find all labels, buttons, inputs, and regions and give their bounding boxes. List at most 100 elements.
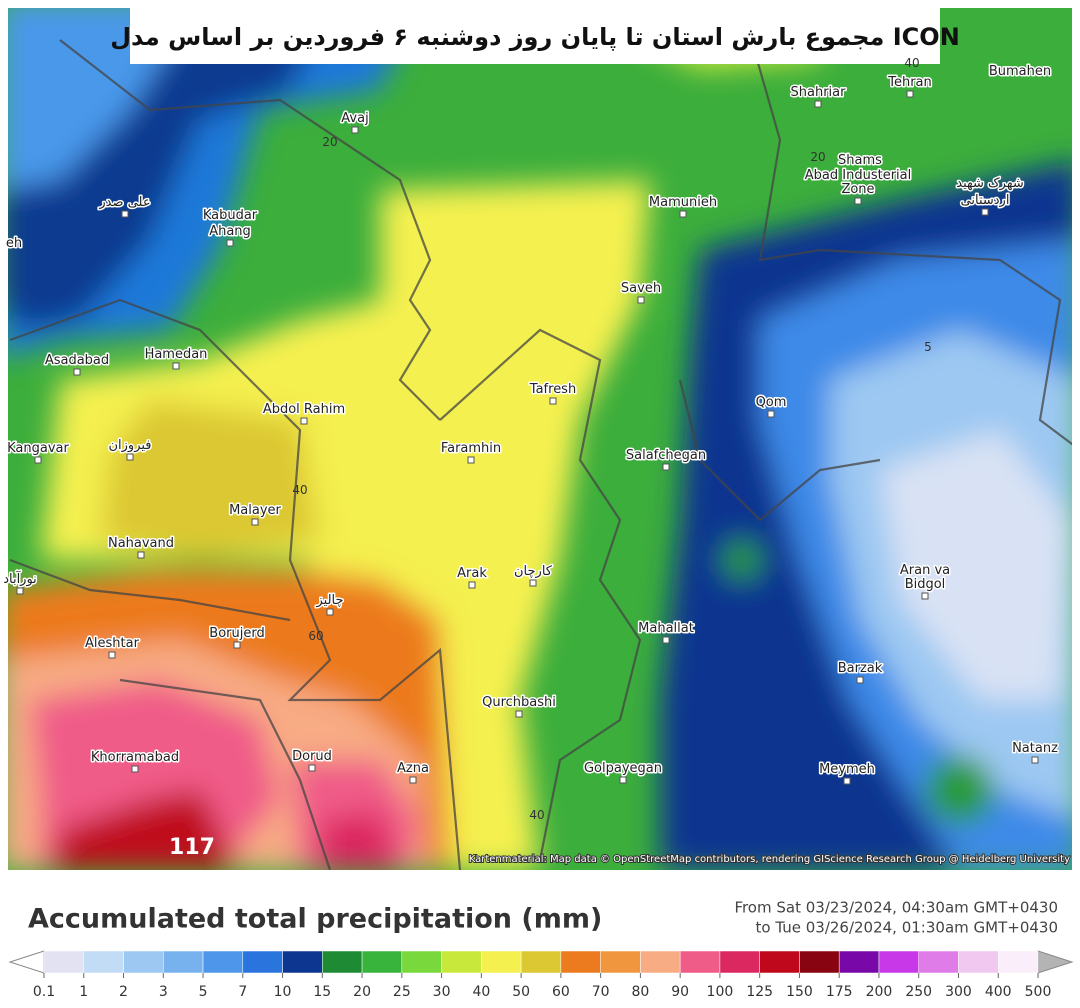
- legend-swatch: [202, 950, 244, 974]
- place-label: علی صدر: [98, 195, 150, 210]
- place-marker: [814, 100, 822, 108]
- place-label: Tehran: [887, 75, 932, 90]
- legend-tick-label: 5: [199, 984, 208, 1000]
- place-marker: [906, 90, 914, 98]
- legend-tick-label: 70: [592, 984, 610, 1000]
- place-label: نورآباد: [3, 570, 37, 587]
- legend-swatch: [123, 950, 164, 974]
- legend-tick-label: 30: [433, 984, 451, 1000]
- contour-label: 20: [810, 150, 825, 164]
- place-label: کارچان: [514, 564, 553, 579]
- legend-swatch: [322, 950, 363, 974]
- place-label: Saveh: [621, 281, 661, 296]
- place-label: Azna: [397, 761, 429, 776]
- place-marker: [619, 776, 627, 784]
- place-label: Shahriar: [791, 85, 847, 100]
- contour-label: 40: [292, 483, 307, 497]
- place-label: Mahallat: [638, 621, 694, 636]
- title-box: [130, 8, 940, 64]
- place-marker: [662, 463, 670, 471]
- legend-tick-label: 125: [746, 984, 773, 1000]
- legend-tick-label: 3: [159, 984, 168, 1000]
- place-label: اردستانی: [961, 193, 1010, 208]
- legend-tick-label: 400: [985, 984, 1012, 1000]
- legend-swatch: [401, 950, 442, 974]
- place-marker: [637, 296, 645, 304]
- place-label: Aleshtar: [85, 636, 140, 651]
- contour-label: 60: [308, 629, 323, 643]
- place-marker: [137, 551, 145, 559]
- legend-tick-label: 20: [353, 984, 371, 1000]
- place-marker: [172, 362, 180, 370]
- legend-swatch: [679, 950, 721, 974]
- map: [8, 8, 1072, 870]
- place-marker: [856, 676, 864, 684]
- place-label: Natanz: [1012, 741, 1058, 756]
- place-label: Qom: [756, 395, 787, 410]
- place-label: Asadabad: [45, 353, 109, 368]
- legend-tick-label: 2: [119, 984, 128, 1000]
- borders: [9, 8, 1072, 870]
- place-marker: [921, 592, 929, 600]
- legend-swatch: [43, 950, 85, 974]
- place-marker: [981, 208, 989, 216]
- attribution: Kartenmaterial: Map data © OpenStreetMap…: [469, 854, 1070, 865]
- legend-swatch: [878, 950, 919, 974]
- legend-swatch: [560, 950, 601, 974]
- place-label: Golpayegan: [584, 761, 662, 776]
- legend-swatch: [719, 950, 760, 974]
- place-marker: [251, 518, 259, 526]
- place-label: Mamunieh: [649, 195, 717, 210]
- place-label: Nahavand: [108, 536, 174, 551]
- place-marker: [121, 210, 129, 218]
- legend-tick-label: 100: [707, 984, 734, 1000]
- legend-swatch: [838, 950, 880, 974]
- place-marker: [300, 417, 308, 425]
- place-marker: [467, 456, 475, 464]
- place-marker: [131, 765, 139, 773]
- title: مجموع بارش استان تا پایان روز دوشنبه ۶ ف…: [110, 23, 960, 51]
- place-marker: [1031, 756, 1039, 764]
- place-label: Abad Industerial: [805, 168, 911, 183]
- place-marker: [233, 641, 241, 649]
- place-label: Faramhin: [441, 441, 501, 456]
- place-marker: [226, 239, 234, 247]
- legend-swatch: [759, 950, 800, 974]
- legend-swatch: [163, 950, 204, 974]
- legend-tick-label: 500: [1025, 984, 1052, 1000]
- legend-tick-label: 250: [905, 984, 932, 1000]
- legend-tick-label: 7: [238, 984, 247, 1000]
- place-label: Shams: [838, 153, 882, 168]
- place-label: Avaj: [341, 111, 368, 126]
- place-label: Qurchbashi: [482, 695, 556, 710]
- legend-tick-label: 0.1: [33, 984, 55, 1000]
- legend-tick-label: 200: [866, 984, 893, 1000]
- contour-label: 40: [529, 808, 544, 822]
- legend-tick-label: 40: [472, 984, 490, 1000]
- legend-tick-label: 10: [274, 984, 292, 1000]
- legend-to: to Tue 03/26/2024, 01:30am GMT+0430: [756, 919, 1058, 937]
- place-label: Zone: [841, 182, 874, 197]
- legend-swatch: [441, 950, 482, 974]
- place-marker: [409, 776, 417, 784]
- legend-swatch: [918, 950, 959, 974]
- legend-from: From Sat 03/23/2024, 04:30am GMT+0430: [734, 899, 1058, 917]
- place-label: Kangavar: [7, 441, 69, 456]
- place-label: Bumahen: [989, 64, 1051, 79]
- legend-swatch: [83, 950, 124, 974]
- legend-end: [8, 950, 45, 974]
- contour-label: 20: [322, 135, 337, 149]
- place-label: شهرک شهید: [956, 176, 1023, 191]
- place-label: Abdol Rahim: [263, 402, 345, 417]
- place-marker: [549, 397, 557, 405]
- place-marker: [351, 126, 359, 134]
- legend-tick-label: 1: [79, 984, 88, 1000]
- legend-tick-label: 50: [512, 984, 530, 1000]
- place-label: eh: [6, 236, 22, 251]
- legend-title: Accumulated total precipitation (mm): [28, 904, 602, 935]
- legend-tick-label: 150: [786, 984, 813, 1000]
- place-marker: [679, 210, 687, 218]
- legend-tick-label: 25: [393, 984, 411, 1000]
